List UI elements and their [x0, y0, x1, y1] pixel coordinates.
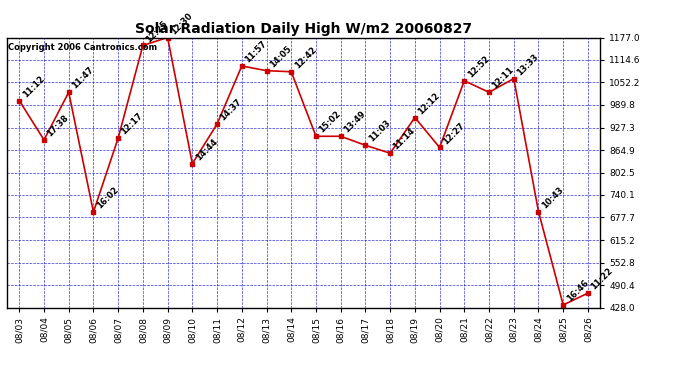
Text: 12:42: 12:42 — [293, 45, 318, 70]
Text: 12:12: 12:12 — [416, 91, 442, 116]
Text: 16:02: 16:02 — [95, 185, 120, 211]
Text: Copyright 2006 Cantronics.com: Copyright 2006 Cantronics.com — [8, 43, 157, 52]
Text: 10:43: 10:43 — [540, 185, 565, 210]
Text: 13:49: 13:49 — [342, 110, 367, 135]
Text: 11:03: 11:03 — [367, 119, 392, 144]
Text: 11:47: 11:47 — [70, 66, 95, 91]
Text: 17:38: 17:38 — [46, 113, 70, 138]
Text: 12:30: 12:30 — [169, 11, 194, 36]
Text: 11:12: 11:12 — [21, 74, 46, 99]
Text: 11:57: 11:57 — [243, 39, 268, 64]
Text: 16:46: 16:46 — [564, 278, 590, 304]
Text: 13:33: 13:33 — [515, 52, 540, 77]
Text: 12:25: 12:25 — [144, 19, 170, 44]
Text: 15:02: 15:02 — [317, 110, 343, 135]
Text: 14:05: 14:05 — [268, 44, 293, 69]
Text: 14:37: 14:37 — [219, 98, 244, 123]
Text: 14:44: 14:44 — [194, 137, 219, 162]
Text: 12:17: 12:17 — [119, 111, 145, 136]
Text: 11:22: 11:22 — [589, 266, 615, 292]
Text: 12:27: 12:27 — [441, 121, 466, 146]
Text: 12:11: 12:11 — [491, 66, 516, 91]
Title: Solar Radiation Daily High W/m2 20060827: Solar Radiation Daily High W/m2 20060827 — [135, 22, 472, 36]
Text: 11:14: 11:14 — [391, 126, 417, 152]
Text: 12:52: 12:52 — [466, 54, 491, 80]
